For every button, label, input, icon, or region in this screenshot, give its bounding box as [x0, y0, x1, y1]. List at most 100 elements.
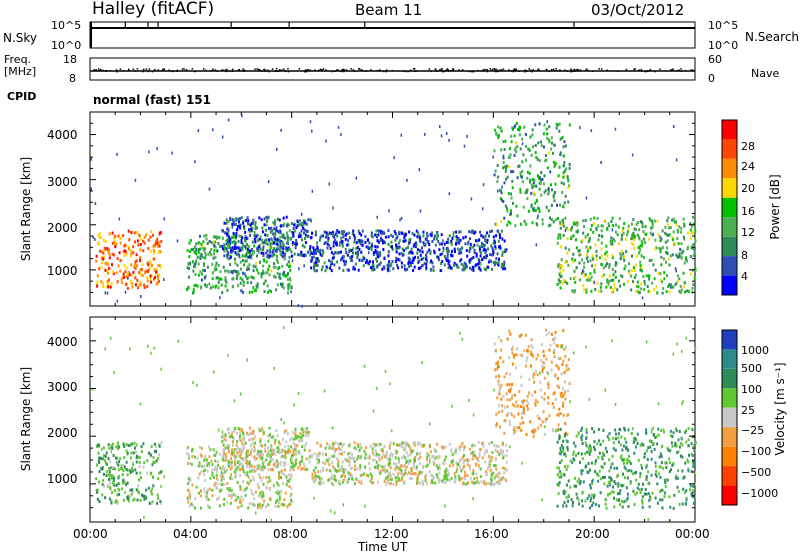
power-cell: [107, 285, 110, 289]
velocity-cell: [383, 464, 386, 468]
power-cell: [553, 143, 556, 147]
velocity-cell: [265, 475, 268, 479]
power-cell: [300, 229, 303, 233]
power-cell: [318, 259, 320, 263]
velocity-cell: [432, 460, 435, 464]
velocity-cell: [481, 442, 484, 446]
power-cell: [295, 243, 298, 247]
velocity-cell: [249, 453, 252, 457]
velocity-cell: [322, 468, 325, 472]
power-cell: [274, 218, 277, 222]
velocity-cell: [247, 475, 250, 479]
power-cell: [208, 187, 211, 191]
velocity-cell: [485, 448, 488, 452]
nave-dot: [471, 70, 473, 73]
velocity-cell: [564, 390, 567, 394]
velocity-cell: [256, 464, 259, 468]
velocity-cell: [389, 466, 392, 470]
nave-dot: [443, 70, 445, 73]
velocity-cell: [286, 479, 289, 483]
nave-dot: [644, 70, 647, 73]
velocity-cell: [316, 441, 319, 445]
velocity-cell: [142, 442, 145, 446]
velocity-cell: [314, 474, 317, 478]
power-cell: [610, 239, 613, 243]
velocity-cell: [478, 451, 481, 455]
power-cell: [580, 253, 582, 257]
power-cell: [425, 253, 427, 257]
power-cell: [517, 165, 520, 168]
power-cell: [504, 267, 507, 271]
power-cell: [473, 231, 475, 235]
power-cell: [277, 267, 280, 271]
power-cell: [370, 234, 373, 238]
velocity-cell: [206, 504, 209, 508]
power-cell: [256, 285, 259, 289]
power-cell: [263, 258, 266, 262]
velocity-cell: [673, 493, 676, 497]
power-cell: [281, 272, 284, 276]
velocity-cell: [530, 364, 532, 368]
velocity-cell: [444, 455, 447, 459]
power-cell: [227, 118, 230, 122]
velocity-cell: [397, 457, 400, 461]
power-cell: [246, 255, 249, 259]
power-cell: [273, 220, 276, 224]
power-cell: [693, 276, 696, 280]
velocity-cell: [211, 468, 214, 472]
power-cell: [442, 249, 445, 252]
velocity-cell: [158, 471, 161, 475]
velocity-cell: [291, 462, 294, 465]
velocity-cell: [450, 476, 453, 480]
power-cell: [197, 273, 200, 277]
power-cell: [421, 246, 423, 250]
power-cell: [158, 244, 161, 248]
nave-dot: [441, 68, 443, 70]
nave-dot: [364, 70, 366, 72]
velocity-cell: [498, 403, 501, 407]
velocity-cell: [598, 439, 601, 443]
power-cell: [150, 249, 153, 253]
power-cell: [132, 270, 135, 274]
velocity-cell: [642, 443, 645, 447]
nave-dot: [352, 69, 354, 71]
velocity-cell: [303, 444, 306, 448]
power-cell: [481, 258, 484, 262]
velocity-cell: [340, 442, 342, 446]
velocity-cell: [126, 473, 129, 477]
velocity-cell: [290, 486, 293, 490]
power-cell: [288, 229, 291, 233]
nave-dot: [481, 70, 483, 72]
power-cell: [330, 269, 333, 273]
power-cell: [639, 248, 642, 252]
nave-dot: [100, 68, 102, 71]
power-cell: [475, 252, 478, 256]
power-cell: [196, 255, 199, 259]
velocity-cell: [517, 412, 520, 416]
velocity-cell: [581, 434, 584, 438]
velocity-cell: [242, 498, 245, 502]
power-cell: [358, 239, 361, 243]
velocity-cell: [253, 445, 256, 449]
power-cell: [692, 254, 695, 258]
power-cell: [96, 284, 99, 288]
power-cell: [611, 253, 614, 257]
power-cell: [508, 147, 511, 151]
velocity-cell: [455, 461, 458, 465]
velocity-cell: [544, 417, 547, 421]
velocity-cell: [267, 451, 270, 455]
power-cell: [433, 249, 436, 253]
power-cell: [146, 261, 149, 265]
power-cell: [619, 284, 622, 288]
power-cell: [281, 284, 284, 288]
nave-dot: [134, 70, 137, 72]
nave-dot: [337, 69, 339, 71]
power-cell: [106, 280, 109, 283]
power-cell: [516, 127, 519, 131]
power-cell: [211, 285, 214, 289]
power-cell: [631, 254, 633, 258]
power-cell: [207, 252, 210, 256]
power-cell: [572, 260, 575, 264]
power-cell: [622, 231, 625, 235]
power-cell: [524, 133, 527, 136]
